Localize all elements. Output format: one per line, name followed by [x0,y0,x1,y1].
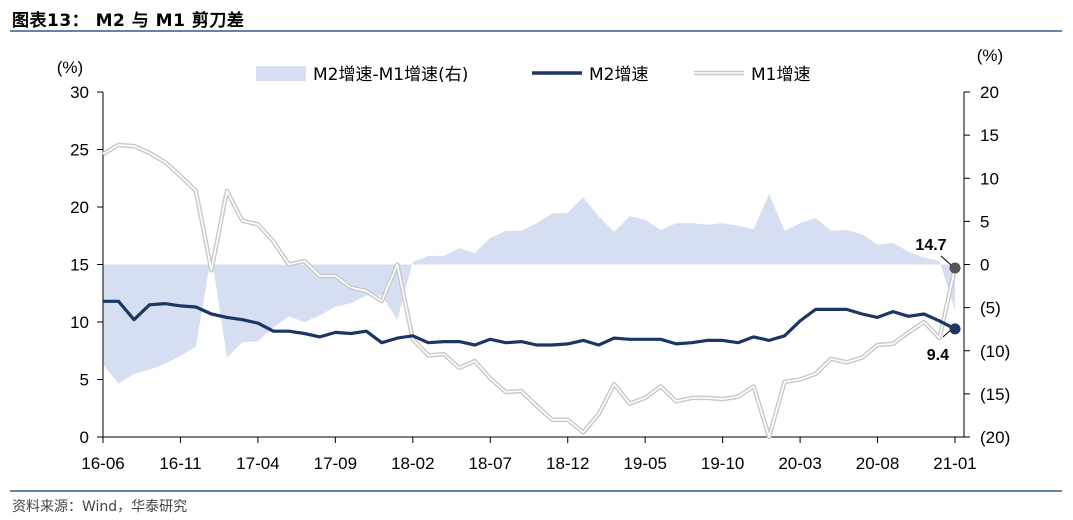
x-tick-label: 20-03 [778,454,821,473]
series-m1-line-inner [102,144,956,438]
m1-end-label: 14.7 [915,237,946,254]
y-right-tick-label: 15 [980,126,999,145]
legend-m1-label: M1增速 [751,65,810,85]
m1-end-point [949,262,961,274]
legend-spread-swatch [256,66,306,81]
y-right-tick-label: 0 [980,256,989,275]
y-left-tick-label: 15 [70,256,89,275]
y-left-tick-label: 0 [80,428,89,447]
x-tick-label: 18-12 [546,454,589,473]
m2-end-point [949,323,961,335]
chart-title: 图表13： M2 与 M1 剪刀差 [12,11,245,31]
y-left-tick-label: 10 [70,313,89,332]
y-left-tick-label: 5 [80,371,89,390]
y-left-tick-label: 25 [70,141,89,160]
y-right-tick-label: (10) [980,342,1010,361]
series-spread-area [103,193,955,384]
y-right-tick-label: (15) [980,385,1010,404]
x-tick-label: 18-02 [391,454,434,473]
legend-m2-label: M2增速 [589,65,648,85]
source-note: 资料来源：Wind，华泰研究 [12,499,188,515]
y-right-tick-label: (5) [980,299,1001,318]
y-left-unit: (%) [57,58,83,77]
legend-spread-label: M2增速-M1增速(右) [313,65,468,85]
m2-end-label: 9.4 [927,347,949,364]
x-tick-label: 17-09 [314,454,357,473]
y-right-tick-label: 5 [980,212,989,231]
y-left-tick-label: 20 [70,198,89,217]
m1-label-leader [940,255,952,266]
x-tick-label: 16-06 [81,454,124,473]
y-left-tick-label: 30 [70,83,89,102]
series-m2-line [103,299,956,347]
y-right-unit: (%) [977,46,1003,65]
y-right-tick-label: 20 [980,83,999,102]
x-tick-label: 21-01 [933,454,976,473]
x-tick-label: 20-08 [856,454,899,473]
x-tick-label: 18-07 [469,454,512,473]
y-right-tick-label: 10 [980,169,999,188]
y-right-tick-label: (20) [980,428,1010,447]
x-tick-label: 19-10 [701,454,744,473]
x-tick-label: 16-11 [159,454,201,473]
m2-label-leader [942,329,952,338]
x-tick-label: 19-05 [623,454,666,473]
x-tick-label: 17-04 [236,454,279,473]
